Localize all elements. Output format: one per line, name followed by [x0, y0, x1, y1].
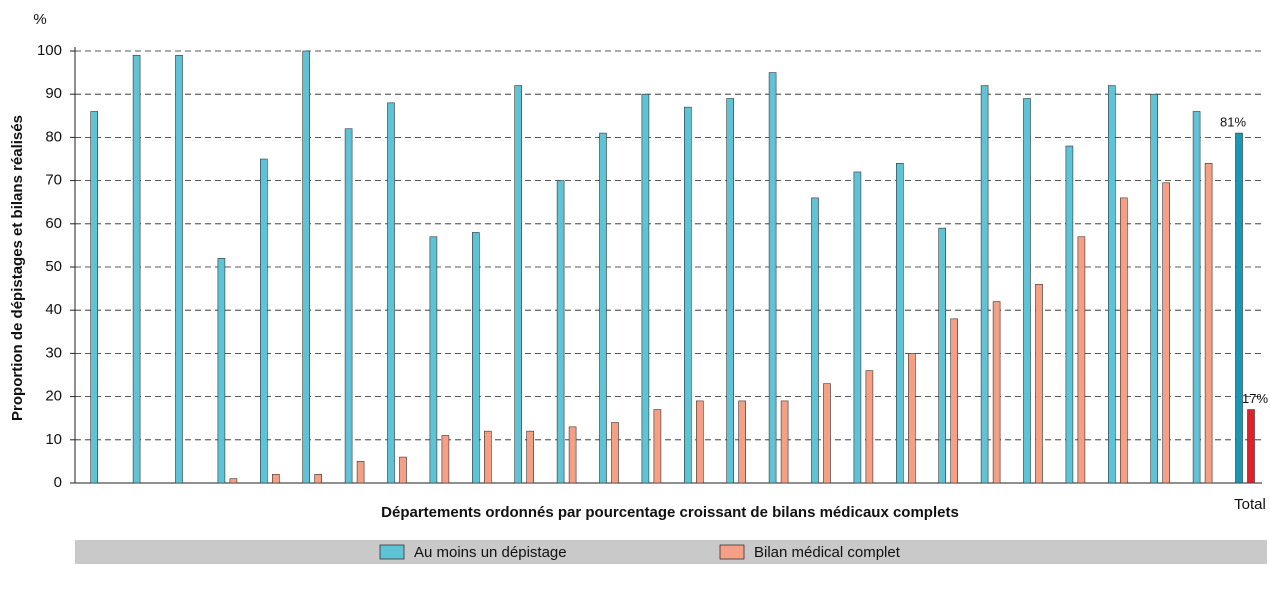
- bar: [1235, 132, 1243, 484]
- legend-band: [75, 540, 1267, 564]
- bar: [556, 180, 565, 484]
- bar: [992, 301, 1001, 484]
- bar: [768, 72, 777, 484]
- bar: [738, 400, 747, 484]
- bar: [683, 106, 692, 484]
- bar: [302, 50, 311, 484]
- y-tick-label: 80: [45, 128, 62, 145]
- bar: [1120, 197, 1128, 484]
- bar: [599, 132, 607, 484]
- bar: [1162, 182, 1170, 484]
- y-tick-label: 100: [37, 42, 62, 59]
- bar: [399, 456, 407, 484]
- y-tick-label: 40: [45, 301, 62, 318]
- legend-label: Au moins un dépistage: [414, 544, 567, 561]
- bar: [1035, 283, 1043, 484]
- bar: [441, 435, 450, 484]
- bar: [695, 400, 704, 484]
- y-tick-label: 50: [45, 258, 62, 275]
- bar: [823, 383, 831, 484]
- bar: [1192, 111, 1201, 484]
- value-label: 17%: [1242, 391, 1268, 406]
- y-tick-label: 10: [45, 431, 62, 448]
- bar: [653, 409, 662, 484]
- bar: [259, 158, 268, 484]
- y-unit: %: [33, 11, 46, 28]
- y-tick-label: 30: [45, 344, 62, 361]
- bar: [229, 478, 238, 484]
- bar: [853, 171, 862, 484]
- bar: [641, 93, 650, 484]
- bar: [1247, 409, 1255, 484]
- y-axis-title: Proportion de dépistages et bilans réali…: [9, 115, 26, 421]
- bar: [429, 236, 438, 484]
- bar: [726, 98, 735, 484]
- value-label: 81%: [1220, 115, 1246, 130]
- bar: [611, 422, 619, 484]
- legend-swatch: [719, 544, 745, 560]
- legend-label: Bilan médical complet: [754, 544, 901, 561]
- x-axis-title: Départements ordonnés par pourcentage cr…: [381, 504, 959, 521]
- bar: [1108, 85, 1116, 484]
- bar: [344, 128, 353, 484]
- bar: [1065, 145, 1074, 484]
- bar: [980, 85, 989, 484]
- legend-swatch: [379, 544, 405, 560]
- y-tick-label: 70: [45, 172, 62, 189]
- bar: [938, 227, 947, 484]
- bar: [780, 400, 789, 484]
- bar: [471, 232, 480, 484]
- bar: [514, 85, 523, 484]
- bar: [132, 55, 141, 484]
- bar: [387, 102, 395, 484]
- y-tick-label: 0: [54, 474, 62, 491]
- bar: [1077, 236, 1086, 484]
- bar: [811, 197, 819, 484]
- bar: [314, 474, 323, 484]
- bar: [1023, 98, 1031, 484]
- bar: [483, 430, 492, 484]
- y-tick-label: 20: [45, 388, 62, 405]
- bar: [175, 55, 183, 484]
- bar: [217, 258, 226, 484]
- bar: [950, 318, 959, 484]
- bar: [90, 111, 98, 484]
- bar: [865, 370, 874, 484]
- bar: [271, 474, 280, 484]
- bar: [356, 461, 365, 484]
- bar: [895, 163, 904, 484]
- bar: [568, 426, 577, 484]
- bar: [526, 430, 535, 484]
- bar: [1204, 163, 1213, 484]
- y-tick-label: 60: [45, 215, 62, 232]
- x-tick-label: Total: [1234, 496, 1266, 513]
- y-tick-label: 90: [45, 85, 62, 102]
- bar: [1150, 93, 1158, 484]
- bar: [907, 353, 916, 484]
